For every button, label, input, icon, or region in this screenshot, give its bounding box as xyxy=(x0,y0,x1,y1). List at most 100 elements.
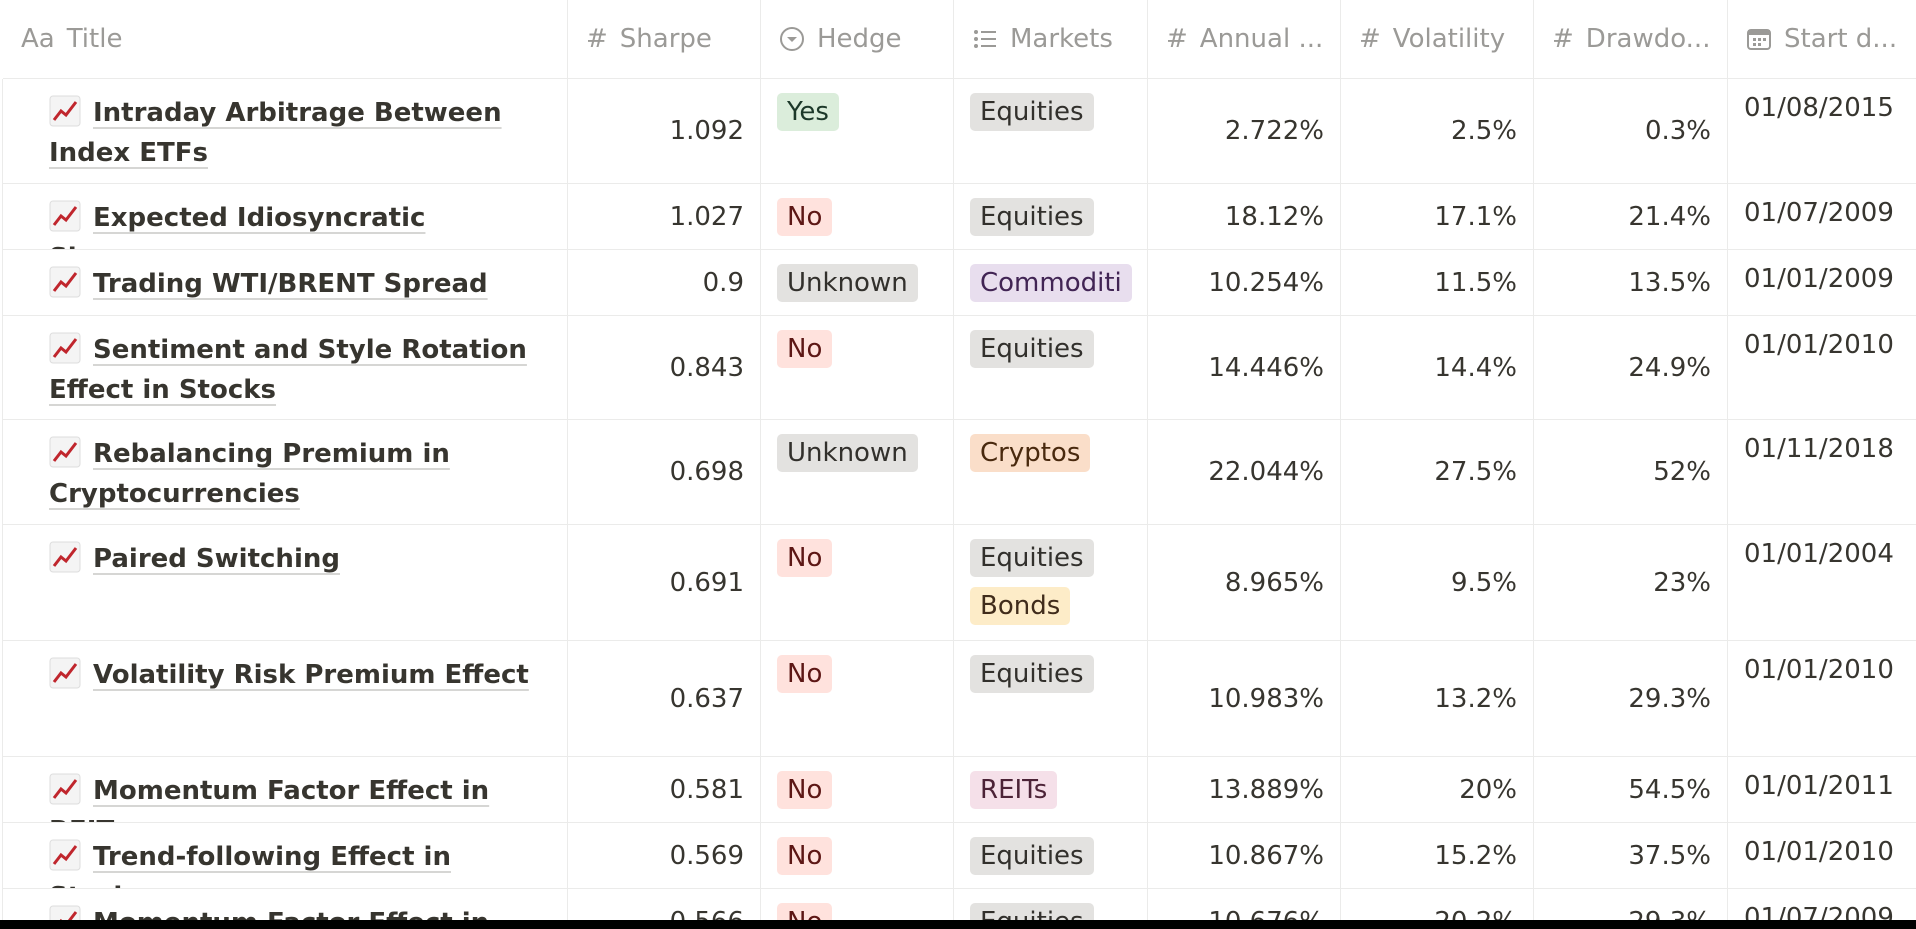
number-value: 29.3% xyxy=(1628,683,1711,714)
tag-cell: Equities xyxy=(954,823,1148,889)
column-label: Hedge xyxy=(817,24,902,54)
number-cell: 10.867% xyxy=(1148,823,1341,889)
number-value: 15.2% xyxy=(1434,840,1517,871)
number-value: 20.2% xyxy=(1434,907,1517,921)
tag: No xyxy=(777,903,833,920)
number-value: 0.9 xyxy=(702,267,744,298)
tag: Equities xyxy=(970,903,1094,920)
number-value: 13.5% xyxy=(1628,267,1711,298)
number-cell: 1.092 xyxy=(568,79,761,184)
tag: Cryptos xyxy=(970,434,1091,472)
tag: Equities xyxy=(970,837,1094,875)
date-cell: 01/01/2010 xyxy=(1728,641,1916,757)
date-value: 01/01/2009 xyxy=(1744,264,1894,294)
page-title[interactable]: Momentum Factor Effect in REITs xyxy=(49,776,490,822)
number-cell: 17.1% xyxy=(1341,184,1534,250)
tag: Equities xyxy=(970,539,1094,577)
column-header: Hedge xyxy=(761,0,954,79)
page-title[interactable]: Intraday Arbitrage Between Index ETFs xyxy=(49,98,502,168)
page-title[interactable]: Expected Idiosyncratic Skewness xyxy=(49,203,426,249)
date-value: 01/01/2010 xyxy=(1744,655,1894,685)
number-value: 0.698 xyxy=(669,457,744,487)
number-cell: 0.3% xyxy=(1534,79,1728,184)
number-cell: 13.2% xyxy=(1341,641,1534,757)
number-value: 17.1% xyxy=(1434,201,1517,232)
number-cell: 0.566 xyxy=(568,889,761,920)
number-value: 11.5% xyxy=(1434,267,1517,298)
page-title[interactable]: Trend-following Effect in Stocks xyxy=(49,842,451,888)
title-cell: Momentum Factor Effect in REITs xyxy=(3,757,568,823)
number-cell: 0.698 xyxy=(568,420,761,525)
number-value: 2.722% xyxy=(1224,116,1324,146)
number-cell: 11.5% xyxy=(1341,250,1534,316)
number-value: 0.691 xyxy=(669,567,744,598)
number-value: 0.843 xyxy=(669,352,744,383)
number-cell: 20.2% xyxy=(1341,889,1534,920)
page-title[interactable]: Trading WTI/BRENT Spread xyxy=(93,269,488,299)
column-label: Sharpe xyxy=(619,24,712,54)
page-title[interactable]: Paired Switching xyxy=(93,544,340,574)
date-cell: 01/01/2011 xyxy=(1728,757,1916,823)
date-cell: 01/08/2015 xyxy=(1728,79,1916,184)
number-cell: 13.889% xyxy=(1148,757,1341,823)
date-value: 01/07/2009 xyxy=(1744,903,1894,920)
column-icon: # xyxy=(586,24,608,54)
date-value: 01/07/2009 xyxy=(1744,198,1894,228)
column-icon: Aa xyxy=(21,24,55,54)
number-cell: 2.5% xyxy=(1341,79,1534,184)
number-value: 1.092 xyxy=(669,116,744,146)
tag-cell: Cryptos xyxy=(954,420,1148,525)
tag-cell: No xyxy=(761,757,954,823)
column-icon: # xyxy=(1552,24,1574,54)
tag-cell: Commoditi xyxy=(954,250,1148,316)
date-cell: 01/01/2009 xyxy=(1728,250,1916,316)
page-title[interactable]: Sentiment and Style Rotation Effect in S… xyxy=(49,335,527,405)
date-value: 01/01/2011 xyxy=(1744,771,1894,801)
column-icon: # xyxy=(1166,24,1188,54)
tag-cell: Equities xyxy=(954,641,1148,757)
tag: Yes xyxy=(777,93,839,131)
chart-icon xyxy=(49,332,81,364)
tag-cell: Equities xyxy=(954,79,1148,184)
select-icon xyxy=(780,27,804,51)
tag: Bonds xyxy=(970,587,1071,625)
title-cell: Rebalancing Premium in Cryptocurrencies xyxy=(3,420,568,525)
number-value: 13.2% xyxy=(1434,683,1517,714)
number-value: 0.3% xyxy=(1644,116,1711,146)
number-cell: 14.446% xyxy=(1148,316,1341,420)
column-header: Aa Title xyxy=(3,0,568,79)
page-title[interactable]: Rebalancing Premium in Cryptocurrencies xyxy=(49,439,450,509)
tag: Unknown xyxy=(777,434,918,472)
title-cell: Trend-following Effect in Stocks xyxy=(3,823,568,889)
tag: No xyxy=(777,198,833,236)
tag-cell: Equities xyxy=(954,889,1148,920)
date-icon xyxy=(1747,29,1771,50)
number-value: 10.867% xyxy=(1208,840,1324,871)
column-header: # Drawdo... xyxy=(1534,0,1728,79)
column-header: Start d... xyxy=(1728,0,1916,79)
number-cell: 23% xyxy=(1534,525,1728,641)
number-cell: 22.044% xyxy=(1148,420,1341,525)
page-title[interactable]: Momentum Factor Effect in Stocks xyxy=(49,908,489,920)
tag-cell: Equities xyxy=(954,316,1148,420)
number-cell: 18.12% xyxy=(1148,184,1341,250)
column-label: Start d... xyxy=(1784,24,1898,54)
number-cell: 2.722% xyxy=(1148,79,1341,184)
page-title[interactable]: Volatility Risk Premium Effect xyxy=(93,660,529,690)
title-cell: Expected Idiosyncratic Skewness xyxy=(3,184,568,250)
title-cell: Momentum Factor Effect in Stocks xyxy=(3,889,568,920)
column-header: # Sharpe xyxy=(568,0,761,79)
number-value: 0.569 xyxy=(669,840,744,871)
tag-cell: REITs xyxy=(954,757,1148,823)
number-value: 21.4% xyxy=(1628,201,1711,232)
date-cell: 01/01/2010 xyxy=(1728,823,1916,889)
number-value: 54.5% xyxy=(1628,774,1711,805)
number-cell: 24.9% xyxy=(1534,316,1728,420)
number-cell: 21.4% xyxy=(1534,184,1728,250)
number-value: 22.044% xyxy=(1208,457,1324,487)
number-cell: 37.5% xyxy=(1534,823,1728,889)
number-cell: 0.691 xyxy=(568,525,761,641)
table-left-border xyxy=(2,79,3,920)
tag-cell: No xyxy=(761,641,954,757)
